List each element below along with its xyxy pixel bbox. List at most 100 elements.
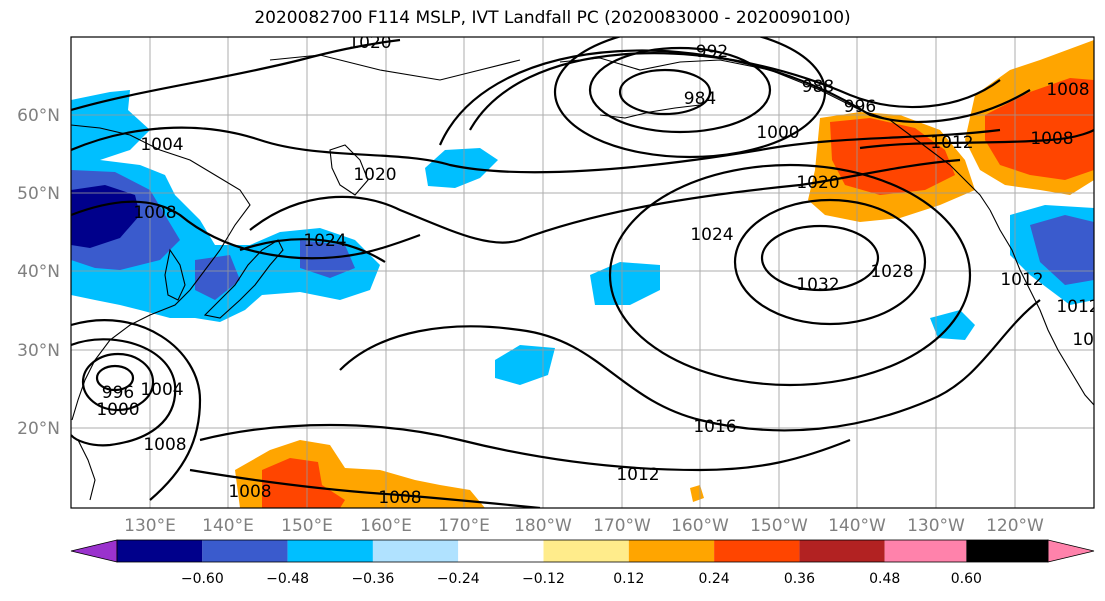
isobars <box>71 37 1094 508</box>
colorbar-segment <box>884 540 967 562</box>
colorbar-tick-label: −0.24 <box>437 571 480 587</box>
colorbar-segment <box>543 540 629 562</box>
isobar-label: 1012 <box>1056 297 1099 317</box>
lon-tick-label: 140°W <box>828 516 886 536</box>
lat-tick-label: 20°N <box>17 419 60 439</box>
isobar-label: 1004 <box>140 380 183 400</box>
ivt-negative-region-east-pacific <box>930 310 975 340</box>
isobar-label: 1024 <box>303 231 346 251</box>
isobar-1016 <box>339 299 1041 432</box>
ivt-positive-region-alaska-core <box>830 118 955 195</box>
ivt-negative-region-subtropics <box>495 345 555 385</box>
isobar-low-aleutian-992 <box>553 37 827 159</box>
isobar-label: 1000 <box>96 400 139 420</box>
ivt-positive-region-tropics-core <box>262 458 345 508</box>
colorbar-tick-label: −0.36 <box>351 571 394 587</box>
isobar-label: 1004 <box>140 135 183 155</box>
coastline-japan <box>203 239 284 319</box>
isobar-label: 1020 <box>348 33 391 53</box>
isobar-label: 1032 <box>796 275 839 295</box>
colorbar-tick-label: 0.12 <box>613 571 644 587</box>
isobar-label: 1008 <box>378 488 421 508</box>
isobar-1012-south <box>199 423 851 472</box>
lat-tick-label: 40°N <box>17 262 60 282</box>
isobar-typhoon-1000 <box>81 352 155 412</box>
isobar-label: 1024 <box>690 225 733 245</box>
isobar-high-1028 <box>733 198 927 326</box>
isobar-label: 1008 <box>133 203 176 223</box>
isobar-label: 996 <box>102 383 134 403</box>
latitude-tick-labels: 60°N 50°N 40°N 30°N 20°N <box>17 106 60 439</box>
isobar-low-aleutian-984 <box>618 68 712 116</box>
isobar-label: 1012 <box>1000 270 1043 290</box>
isobar-label: 984 <box>684 89 716 109</box>
lat-tick-label: 60°N <box>17 106 60 126</box>
lon-tick-label: 140°E <box>202 516 254 536</box>
isobar-label: 1012 <box>616 465 659 485</box>
lon-tick-label: 160°W <box>671 516 729 536</box>
isobar-label: 988 <box>802 77 834 97</box>
coastline-north-america <box>989 209 1094 406</box>
colorbar-tick-label: −0.60 <box>181 571 224 587</box>
colorbar: −0.60 −0.48 −0.36 −0.24 −0.12 0.12 0.24 … <box>70 539 1095 587</box>
map-frame <box>70 36 1095 509</box>
isobar-label: 996 <box>844 97 876 117</box>
ivt-positive-region-canada-core <box>985 78 1094 180</box>
isobar-1008-south <box>189 468 541 508</box>
coastline-philippines <box>77 439 96 501</box>
coastline-korea <box>164 248 186 301</box>
isobar-1012 <box>859 129 1094 150</box>
colorbar-segment <box>202 540 288 562</box>
lon-tick-label: 120°W <box>986 516 1044 536</box>
graticule <box>71 37 1094 508</box>
coastline-siberia <box>269 54 521 81</box>
lon-tick-label: 170°E <box>438 516 490 536</box>
ivt-negative-region-west-us-core <box>1030 215 1094 285</box>
colorbar-max-extension <box>1047 539 1095 563</box>
colorbar-segment <box>287 540 373 562</box>
isobar-labels: 1020 992 984 988 996 1000 1004 1008 1012… <box>96 33 1105 508</box>
colorbar-tick-label: 0.24 <box>699 571 730 587</box>
isobar-label: 1028 <box>870 262 913 282</box>
colorbar-segment <box>117 540 203 562</box>
colorbar-segment <box>372 540 459 562</box>
ivt-negative-region-japan-core <box>300 240 355 278</box>
isobar-996 <box>469 52 1001 131</box>
colorbar-segment <box>966 540 1048 562</box>
isobar-typhoon-996 <box>95 364 135 392</box>
colorbar-segment <box>628 540 715 562</box>
isobar-low-aleutian-988 <box>588 46 772 134</box>
map-plot-area: 1020 992 984 988 996 1000 1004 1008 1012… <box>71 33 1105 508</box>
isobar-label: 1016 <box>1072 330 1105 350</box>
lon-tick-label: 180°W <box>514 516 572 536</box>
isobar-1000 <box>438 49 1031 146</box>
colorbar-tick-label: −0.12 <box>522 571 565 587</box>
isobar-high-1024 <box>608 163 972 387</box>
isobar-label: 1020 <box>353 165 396 185</box>
colorbar-segment <box>799 540 885 562</box>
isobar-1004 <box>71 126 1001 174</box>
colorbar-tick-label: 0.60 <box>951 571 982 587</box>
isobar-label: 1016 <box>693 417 736 437</box>
isobar-label: 1008 <box>1046 80 1089 100</box>
ivt-shading-layer <box>71 40 1094 508</box>
longitude-tick-labels: 130°E 140°E 150°E 160°E 170°E 180°W 170°… <box>124 516 1044 536</box>
lat-tick-label: 30°N <box>17 341 60 361</box>
colorbar-tick-label: −0.48 <box>266 571 309 587</box>
ivt-negative-region-central-pacific <box>590 262 660 305</box>
colorbar-tick-label: 0.48 <box>869 571 900 587</box>
isobar-label: 1020 <box>796 173 839 193</box>
map-title: 2020082700 F114 MSLP, IVT Landfall PC (2… <box>254 8 851 28</box>
coastline-asia <box>71 124 251 421</box>
isobar-label: 1008 <box>1030 129 1073 149</box>
lon-tick-label: 130°E <box>124 516 176 536</box>
isobar-label: 1008 <box>143 435 186 455</box>
colorbar-tick-label: 0.36 <box>784 571 815 587</box>
isobar-high-1032 <box>760 224 880 292</box>
lon-tick-label: 130°W <box>907 516 965 536</box>
isobar-typhoon-1004 <box>71 338 177 447</box>
isobar-typhoon-1008 <box>71 319 202 501</box>
isobar-label: 1000 <box>756 123 799 143</box>
isobar-label: 1012 <box>930 133 973 153</box>
lon-tick-label: 150°E <box>281 516 333 536</box>
